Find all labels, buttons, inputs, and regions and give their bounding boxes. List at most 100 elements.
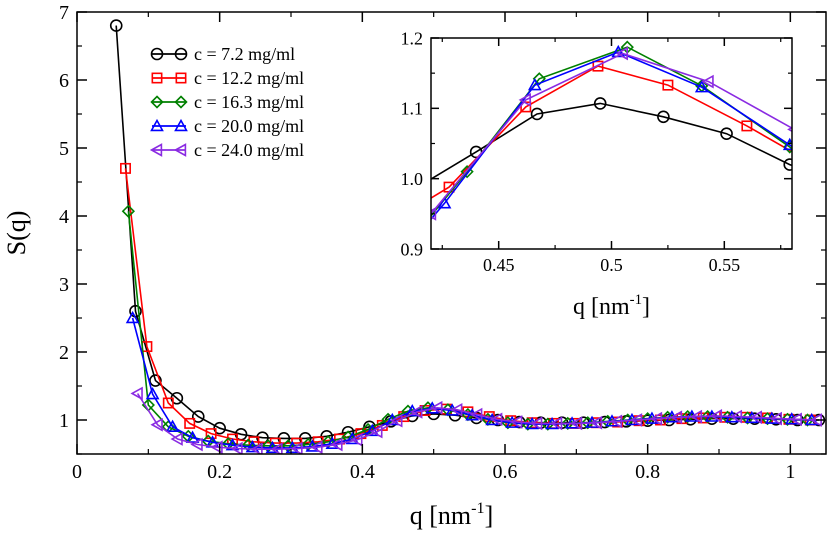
data-point — [518, 93, 531, 107]
legend-marker — [150, 47, 164, 61]
data-point — [561, 416, 575, 431]
y-tick-label: 1.2 — [401, 28, 424, 48]
data-point — [145, 387, 160, 400]
data-point — [649, 411, 663, 426]
data-point — [270, 442, 283, 454]
data-point — [130, 386, 143, 401]
data-point — [350, 432, 363, 447]
legend-marker — [174, 118, 188, 132]
main-chart-plot-area — [109, 19, 826, 454]
inset-chart-plot-area — [362, 40, 792, 290]
x-tick-label: 0.8 — [635, 461, 660, 483]
data-point — [121, 204, 135, 218]
data-point — [629, 413, 643, 427]
data-point — [450, 402, 463, 417]
data-point — [601, 414, 615, 428]
legend-label: c = 16.3 mg/ml — [194, 92, 304, 112]
inset-chart: 0.45 0.5 0.55 0.9 1.0 1.1 1.2 q [nm-1] — [362, 28, 793, 320]
legend-item: c = 7.2 mg/ml — [150, 44, 295, 64]
data-point — [541, 417, 555, 431]
data-point — [376, 272, 387, 282]
data-point — [310, 440, 323, 454]
data-point — [615, 46, 628, 61]
y-tick-label: 1.0 — [401, 169, 424, 189]
data-point — [593, 97, 607, 110]
legend-label: c = 12.2 mg/ml — [194, 68, 304, 88]
data-point — [390, 413, 403, 428]
y-tick-label: 4 — [59, 206, 69, 228]
x-tick-label: 0.2 — [207, 461, 232, 483]
data-point — [125, 310, 140, 324]
data-point — [720, 127, 733, 140]
data-point — [657, 110, 670, 124]
data-point — [694, 80, 709, 93]
main-chart-frame — [76, 11, 827, 455]
legend-label: c = 24.0 mg/ml — [194, 140, 304, 160]
data-point — [700, 409, 715, 424]
legend-item: c = 24.0 mg/ml — [149, 140, 304, 160]
data-point — [549, 416, 563, 431]
data-point — [165, 419, 180, 433]
data-point — [431, 206, 437, 221]
y-tick-label: 5 — [59, 138, 69, 160]
main-chart-x-axis-label-text: q [nm — [410, 501, 471, 530]
data-point — [330, 437, 343, 452]
data-point — [191, 410, 205, 423]
data-point — [760, 412, 775, 426]
data-point — [162, 397, 174, 409]
data-point — [709, 409, 723, 423]
data-point — [290, 441, 303, 454]
data-point — [109, 19, 123, 32]
data-point — [769, 411, 782, 426]
data-point — [680, 409, 695, 424]
y-tick-label: 6 — [59, 70, 69, 92]
data-point — [150, 417, 163, 432]
data-point — [789, 412, 802, 427]
data-point — [609, 414, 623, 429]
legend-marker — [173, 143, 187, 157]
x-tick-label: 0.4 — [350, 461, 375, 483]
main-chart-x-axis-label-exponent: -1 — [471, 500, 484, 517]
data-point — [729, 409, 743, 424]
y-tick-label: 1 — [59, 410, 69, 432]
data-point — [210, 440, 223, 454]
data-point — [780, 412, 795, 426]
inset-chart-x-axis-label-text: q [nm — [573, 294, 630, 320]
data-point — [362, 279, 372, 290]
data-point — [581, 416, 595, 430]
x-tick-label: 0.55 — [709, 255, 741, 275]
legend-marker — [150, 95, 164, 109]
data-point — [410, 404, 423, 419]
data-point — [662, 79, 674, 91]
y-tick-label: 2 — [59, 342, 69, 364]
legend-item: c = 16.3 mg/ml — [150, 92, 304, 112]
data-point — [669, 410, 683, 425]
legend-marker — [174, 47, 188, 61]
data-point — [527, 77, 542, 91]
data-point — [569, 416, 583, 431]
data-point — [741, 120, 753, 132]
y-axis-label: S(q) — [2, 211, 31, 256]
data-point — [701, 74, 714, 89]
data-point — [185, 430, 200, 443]
legend-marker — [149, 143, 163, 157]
series-line — [131, 317, 812, 449]
main-chart-series-5 — [130, 386, 822, 454]
data-point — [529, 416, 543, 431]
data-point — [689, 409, 703, 424]
series-line — [431, 52, 792, 215]
legend-label: c = 7.2 mg/ml — [194, 44, 295, 64]
data-point — [430, 400, 443, 415]
y-tick-label: 3 — [59, 274, 69, 296]
data-point — [250, 442, 263, 454]
data-point — [377, 223, 386, 232]
data-point — [782, 137, 792, 151]
y-tick-label: 1.1 — [401, 99, 424, 119]
data-point — [170, 432, 183, 446]
legend: c = 7.2 mg/ml c = 12.2 mg/ml c = 16.3 mg/m… — [149, 44, 304, 160]
main-chart-x-axis-label: q [nm-1] — [410, 500, 493, 530]
x-tick-label: 1 — [785, 461, 795, 483]
legend-item: c = 12.2 mg/ml — [151, 68, 304, 88]
